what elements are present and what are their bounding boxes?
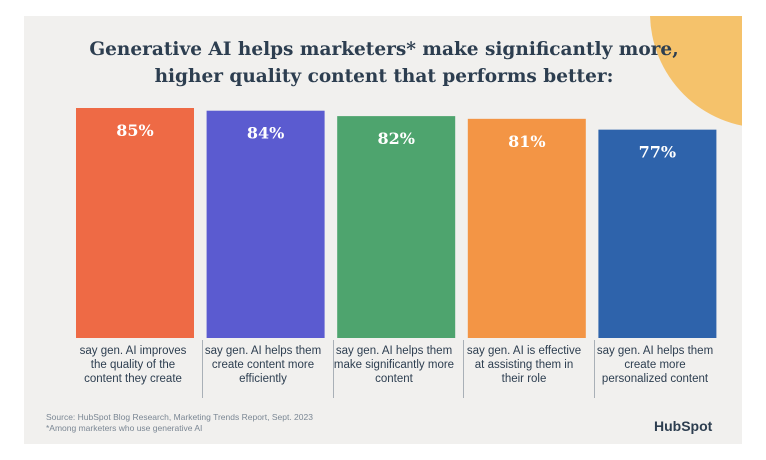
- source-line: Source: HubSpot Blog Research, Marketing…: [46, 412, 313, 422]
- bar-caption-4: say gen. AI is effective at assisting th…: [466, 345, 582, 385]
- bar-value-label-5: 77%: [639, 143, 676, 162]
- bar-caption-3: say gen. AI helps them make significantl…: [333, 345, 455, 385]
- caption-divider: [463, 340, 464, 398]
- bar-value-label-4: 81%: [508, 132, 545, 151]
- caption-divider: [333, 340, 334, 398]
- bar-caption-5: say gen. AI helps them create more perso…: [596, 345, 714, 385]
- caption-divider: [202, 340, 203, 398]
- bar-2: [206, 110, 325, 339]
- caption-divider: [594, 340, 595, 398]
- footnote-line: *Among marketers who use generative AI: [46, 423, 203, 433]
- bar-value-label-3: 82%: [377, 129, 414, 148]
- source-note: Source: HubSpot Blog Research, Marketing…: [46, 412, 313, 434]
- bar-5: [598, 129, 717, 338]
- infographic-card: Generative AI helps marketers* make sign…: [24, 16, 742, 444]
- bar-3: [337, 116, 456, 338]
- bar-value-label-2: 84%: [247, 124, 284, 143]
- chart-title: Generative AI helps marketers* make sign…: [89, 39, 679, 87]
- hubspot-logo: HubSpot: [654, 418, 713, 434]
- bar-1: [76, 108, 194, 338]
- bar-caption-2: say gen. AI helps them create content mo…: [204, 345, 322, 385]
- bar-chart: 85% 84% 82% 81% 77%: [76, 108, 717, 339]
- bar-value-label-1: 85%: [116, 121, 153, 140]
- bar-4: [467, 118, 586, 338]
- bar-caption-1: say gen. AI improves the quality of the …: [79, 345, 187, 385]
